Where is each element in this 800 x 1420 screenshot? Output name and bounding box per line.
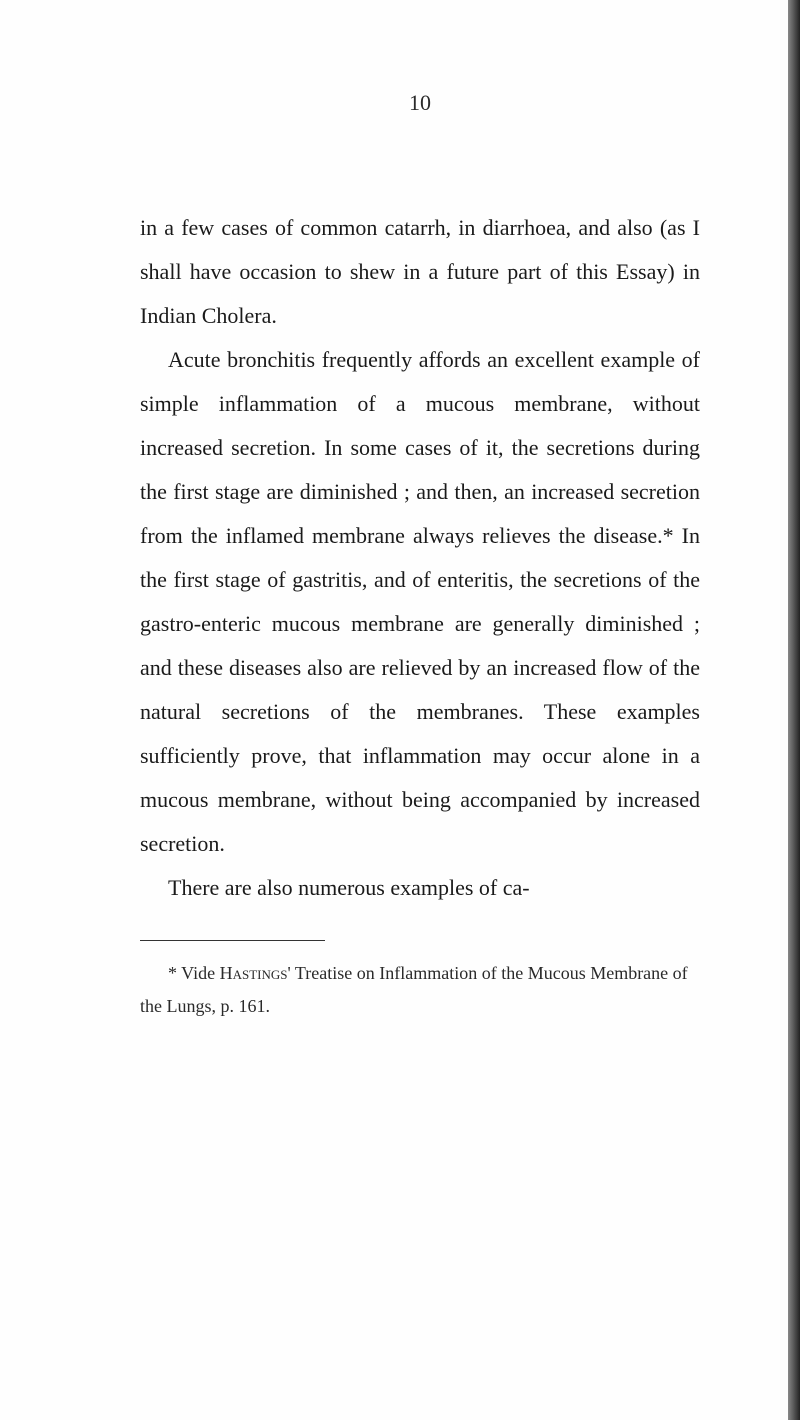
page-edge-shadow: [788, 0, 800, 1420]
footnote-marker: *: [168, 963, 177, 983]
page-number: 10: [140, 90, 700, 116]
document-page: 10 in a few cases of common catarrh, in …: [0, 0, 800, 1420]
paragraph-3: There are also numerous examples of ca-: [140, 866, 700, 910]
footnote-separator: [140, 940, 325, 941]
paragraph-1: in a few cases of common catarrh, in dia…: [140, 206, 700, 338]
paragraph-2: Acute bronchitis frequently affords an e…: [140, 338, 700, 866]
body-text: in a few cases of common catarrh, in dia…: [140, 206, 700, 910]
footnote: * Vide Hastings' Treatise on Inflammatio…: [140, 957, 700, 1024]
footnote-author: Hastings': [220, 963, 291, 983]
footnote-text-before: Vide: [177, 963, 220, 983]
